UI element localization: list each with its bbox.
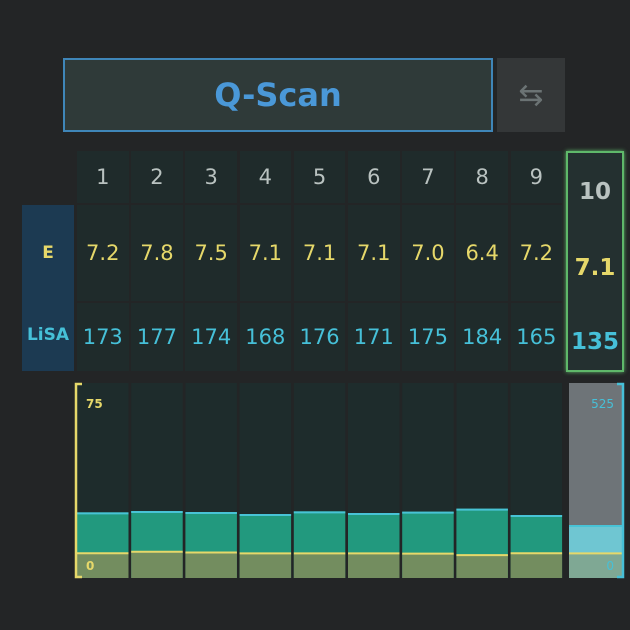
lisa-value: 175 <box>402 303 454 371</box>
column-number: 8 <box>456 151 508 203</box>
e-bar-6 <box>348 553 400 578</box>
column-number: 9 <box>510 151 563 203</box>
lisa-value: 171 <box>348 303 400 371</box>
e-bar-10 <box>569 553 623 578</box>
selected-column-10[interactable]: 10 7.1 135 <box>566 151 624 372</box>
e-value: 7.5 <box>185 205 237 301</box>
e-bar-8 <box>456 555 508 578</box>
e-bar-1 <box>77 553 129 578</box>
e-min-label: 0 <box>86 559 94 573</box>
lisa-value: 176 <box>293 303 346 371</box>
e-value: 7.1 <box>239 205 292 301</box>
title-text: Q-Scan <box>214 76 342 114</box>
lisa-value: 173 <box>77 303 129 371</box>
row-labels: E LiSA <box>22 205 74 371</box>
e-value: 7.0 <box>402 205 454 301</box>
selected-number: 10 <box>578 179 611 205</box>
lisa-value: 184 <box>456 303 508 371</box>
e-value: 6.4 <box>456 205 508 301</box>
column-number: 1 <box>77 151 129 203</box>
e-label: E <box>42 243 54 263</box>
e-bar-5 <box>293 553 346 578</box>
column-number: 6 <box>348 151 400 203</box>
selected-lisa-value: 135 <box>570 329 619 355</box>
selected-e-value: 7.1 <box>574 255 616 281</box>
e-bar-3 <box>185 552 237 578</box>
lisa-min-label: 0 <box>606 559 614 573</box>
e-value: 7.2 <box>77 205 129 301</box>
swap-arrows-icon: ⇆ <box>518 77 544 113</box>
lisa-value: 165 <box>510 303 563 371</box>
column-number: 5 <box>293 151 346 203</box>
e-value: 7.1 <box>348 205 400 301</box>
lisa-value: 168 <box>239 303 292 371</box>
q-scan-title[interactable]: Q-Scan <box>63 58 493 132</box>
e-max-label: 75 <box>86 397 103 411</box>
column-number: 7 <box>402 151 454 203</box>
e-bar-2 <box>131 551 183 578</box>
lisa-max-label: 525 <box>591 397 614 411</box>
lisa-value: 174 <box>185 303 237 371</box>
e-bar-4 <box>239 553 292 578</box>
e-value: 7.2 <box>510 205 563 301</box>
column-number: 2 <box>131 151 183 203</box>
lisa-axis-bracket <box>617 382 625 579</box>
e-value: 7.1 <box>293 205 346 301</box>
e-bar-7 <box>402 553 454 578</box>
e-value: 7.8 <box>131 205 183 301</box>
e-axis-bracket <box>74 382 82 579</box>
column-number: 3 <box>185 151 237 203</box>
column-number: 4 <box>239 151 292 203</box>
swap-button[interactable]: ⇆ <box>497 58 565 132</box>
e-bar-9 <box>510 553 563 578</box>
lisa-value: 177 <box>131 303 183 371</box>
lisa-label: LiSA <box>26 325 70 345</box>
